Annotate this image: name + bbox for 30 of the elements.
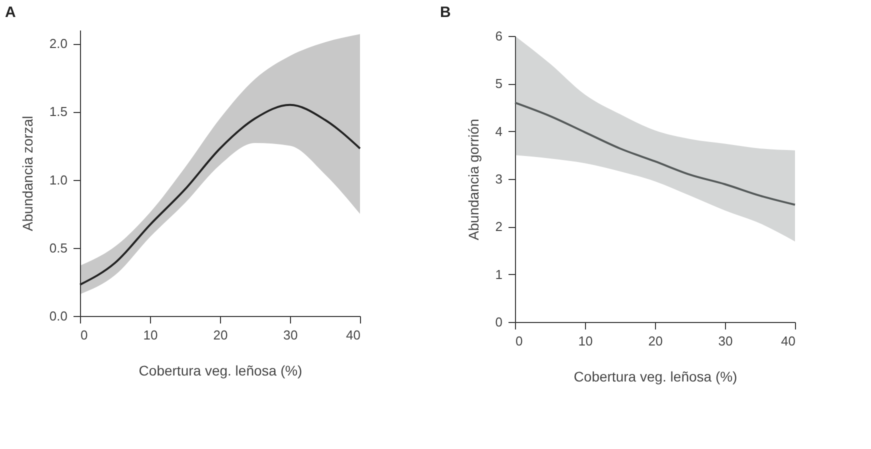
y-tick-label: 2 xyxy=(495,219,502,234)
y-tick-label: 0.5 xyxy=(49,240,68,256)
y-tick-label: 1.0 xyxy=(49,172,68,188)
y-tick-label: 5 xyxy=(495,76,502,92)
x-axis-title: Cobertura veg. leñosa (%) xyxy=(574,368,738,384)
x-tick-label: 40 xyxy=(781,334,796,348)
y-tick-label: 1.5 xyxy=(49,104,68,120)
chart-title: A xyxy=(5,4,16,21)
y-tick-label: 0 xyxy=(495,314,502,330)
y-tick-label: 6 xyxy=(495,28,502,44)
x-tick-label: 30 xyxy=(283,328,298,342)
x-tick-label: 40 xyxy=(346,328,360,342)
y-tick-label: 2.0 xyxy=(49,36,68,52)
y-axis-title: Abundancia gorrión xyxy=(465,118,482,240)
y-tick-label: 4 xyxy=(495,124,502,139)
line-series xyxy=(79,104,361,286)
x-tick-label: 10 xyxy=(143,328,158,342)
x-tick-label: 10 xyxy=(578,334,593,348)
x-axis-title: Cobertura veg. leñosa (%) xyxy=(138,362,302,378)
x-tick-label: 20 xyxy=(648,334,663,348)
y-tick-label: 1 xyxy=(495,266,502,282)
y-tick-label: 3 xyxy=(495,172,502,186)
line-series xyxy=(514,102,796,206)
y-tick-label: 0.0 xyxy=(49,308,68,324)
chart-title: B xyxy=(440,4,451,21)
x-tick-label: 0 xyxy=(80,328,88,342)
x-tick-label: 0 xyxy=(516,334,523,348)
x-tick-label: 20 xyxy=(213,328,228,342)
x-tick-label: 30 xyxy=(718,334,733,348)
y-axis-title: Abundancia zorzal xyxy=(19,116,36,232)
